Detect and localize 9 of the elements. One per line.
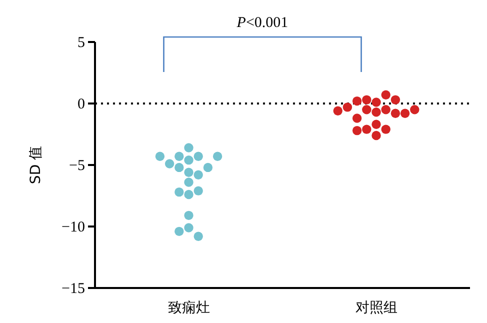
text: P<0.001 <box>236 15 288 31</box>
y-tick-label: 0 <box>78 96 85 112</box>
y-tick-label: −15 <box>62 281 85 297</box>
y-tick-label: −5 <box>69 158 85 174</box>
y-tick-label: −10 <box>62 220 85 236</box>
y-tick-label: 5 <box>78 35 85 51</box>
x-tick-label: 致痫灶 <box>168 300 210 316</box>
x-tick-label: 对照组 <box>355 300 398 316</box>
y-axis-title: SD 值 <box>28 146 44 184</box>
